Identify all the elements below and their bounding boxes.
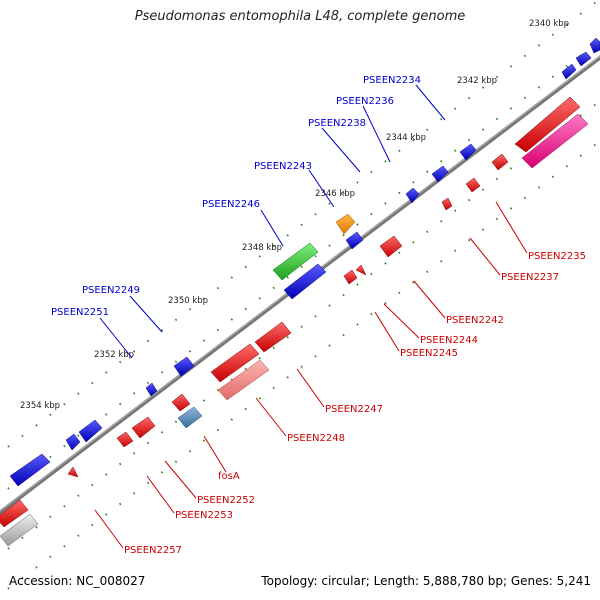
outer-lower-tick-track (0, 139, 600, 597)
gene-label[interactable]: PSEEN2242 (446, 315, 504, 326)
leader-line (321, 127, 361, 173)
gene-arrow[interactable] (0, 499, 29, 528)
gene-arrow[interactable] (343, 269, 358, 285)
gene-arrow[interactable] (405, 187, 420, 204)
gene-arrow[interactable] (355, 264, 367, 276)
lower-gene-arrows (0, 96, 589, 547)
gene-label[interactable]: PSEEN2248 (287, 433, 345, 444)
gene-arrow[interactable] (441, 197, 453, 211)
upper-gene-arrows (9, 37, 600, 487)
leader-line (146, 475, 175, 514)
gene-arrow[interactable] (217, 359, 270, 401)
gene-label[interactable]: PSEEN2235 (528, 251, 586, 262)
topology-text: Topology: circular; Length: 5,888,780 bp… (261, 574, 591, 588)
gene-arrow[interactable] (283, 263, 327, 300)
gene-arrow[interactable] (171, 393, 191, 412)
gene-label[interactable]: PSEEN2244 (420, 335, 478, 346)
leader-line (296, 368, 325, 408)
gene-label[interactable]: PSEEN2246 (202, 199, 260, 210)
gene-label[interactable]: PSEEN2252 (197, 495, 255, 506)
leader-line (362, 105, 391, 163)
scale-label: 2346 kbp (315, 189, 355, 199)
scale-label: 2342 kbp (457, 76, 497, 86)
leader-line (94, 509, 124, 549)
leader-line (413, 280, 446, 319)
scale-label: 2354 kbp (20, 401, 60, 411)
leader-line (495, 201, 528, 254)
gene-label[interactable]: PSEEN2237 (501, 272, 559, 283)
gene-arrow[interactable] (379, 235, 403, 258)
gene-arrow[interactable] (575, 51, 592, 67)
leader-line (129, 295, 163, 333)
gene-arrow[interactable] (272, 242, 319, 281)
scale-label: 2344 kbp (386, 133, 426, 143)
leader-line (415, 84, 446, 121)
scale-label: 2352 kbp (94, 350, 134, 360)
gene-arrow[interactable] (254, 321, 292, 353)
gene-arrow[interactable] (431, 165, 449, 183)
leader-line (308, 169, 335, 208)
gene-arrow[interactable] (210, 343, 260, 383)
scale-label: 2348 kbp (242, 243, 282, 253)
leader-line (164, 460, 197, 499)
gene-label[interactable]: PSEEN2249 (82, 285, 140, 296)
map-title: Pseudomonas entomophila L48, complete ge… (134, 9, 466, 24)
gene-arrow[interactable] (78, 419, 103, 443)
gene-arrow[interactable] (177, 406, 203, 429)
inner-lower-tick-track (0, 99, 600, 557)
gene-label[interactable]: PSEEN2234 (363, 75, 421, 86)
gene-label[interactable]: PSEEN2253 (175, 510, 233, 521)
accession-text: Accession: NC_008027 (9, 574, 146, 588)
leader-line (99, 317, 133, 359)
upper-leader-lines (99, 84, 446, 359)
leader-line (374, 311, 400, 352)
gene-label[interactable]: PSEEN2238 (308, 118, 366, 129)
gene-label[interactable]: PSEEN2236 (336, 96, 394, 107)
gene-arrow[interactable] (589, 37, 600, 54)
gene-arrow[interactable] (116, 431, 134, 448)
lower-leader-lines (94, 201, 528, 549)
gene-arrow[interactable] (459, 143, 477, 161)
scale-label: 2340 kbp (529, 19, 569, 29)
gene-label[interactable]: PSEEN2243 (254, 161, 312, 172)
gene-arrow[interactable] (465, 177, 481, 193)
scale-label: 2350 kbp (168, 296, 208, 306)
gene-arrow[interactable] (0, 513, 39, 547)
gene-arrow[interactable] (521, 113, 589, 169)
gene-arrow[interactable] (514, 96, 581, 153)
gene-arrow[interactable] (67, 466, 79, 478)
gene-arrow[interactable] (131, 416, 156, 439)
gene-arrow[interactable] (65, 433, 81, 451)
gene-label[interactable]: PSEEN2247 (325, 404, 383, 415)
gene-arrow[interactable] (345, 231, 364, 250)
gene-label[interactable]: PSEEN2251 (51, 307, 109, 318)
lower-gene-labels: PSEEN2235 PSEEN2237 PSEEN2242 PSEEN2244 … (124, 251, 586, 556)
leader-line (383, 303, 420, 339)
leader-line (469, 237, 501, 276)
leader-line (203, 435, 227, 473)
gene-label[interactable]: fosA (218, 471, 240, 482)
leader-line (260, 209, 284, 247)
gene-arrow[interactable] (9, 453, 51, 487)
gene-label[interactable]: PSEEN2245 (400, 348, 458, 359)
gene-arrow[interactable] (335, 213, 356, 235)
gene-arrow[interactable] (173, 356, 195, 377)
upper-gene-labels: PSEEN2234 PSEEN2236 PSEEN2238 PSEEN2243 … (51, 75, 421, 318)
gene-arrow[interactable] (145, 382, 158, 397)
gene-label[interactable]: PSEEN2257 (124, 545, 182, 556)
scale-labels: 2340 kbp 2342 kbp 2344 kbp 2346 kbp 2348… (20, 19, 569, 411)
outer-upper-tick-track (0, 0, 600, 455)
gene-arrow[interactable] (491, 153, 509, 171)
leader-line (255, 397, 287, 437)
gene-arrow[interactable] (561, 63, 577, 80)
